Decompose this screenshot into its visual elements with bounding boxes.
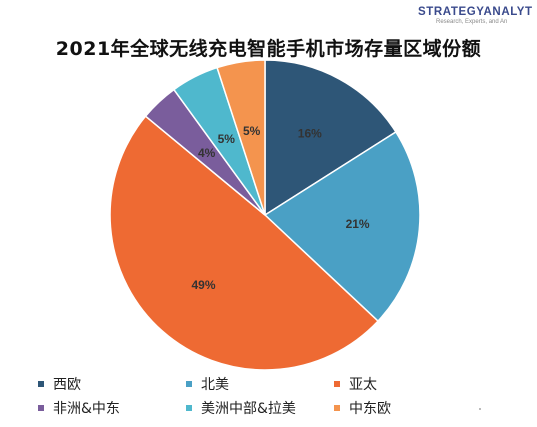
legend-swatch [186, 381, 192, 387]
data-label-asia-pacific: 49% [191, 278, 215, 292]
legend-swatch [334, 381, 340, 387]
legend-label: 中东欧 [349, 401, 391, 417]
chart-legend: 西欧 北美 亚太非洲&中东 美洲中部&拉美 中东欧 [38, 374, 518, 418]
legend-swatch [38, 381, 44, 387]
chart-title: 2021年全球无线充电智能手机市场存量区域份额 [55, 38, 482, 60]
legend-label: 西欧 [53, 377, 81, 393]
legend-label: 北美 [201, 377, 229, 393]
legend-item-asia-pacific: 亚太 [334, 374, 482, 394]
legend-item-africa-middle-east: 非洲&中东 [38, 398, 186, 418]
legend-label: 美洲中部&拉美 [201, 401, 296, 417]
legend-swatch [38, 405, 44, 411]
data-label-central-latin-america: 5% [218, 132, 236, 146]
pie-slice-central-eastern-europe [216, 59, 266, 216]
legend-swatch [334, 405, 340, 411]
strategy-analytics-logo: STRATEGYANALYT Research, Experts, and An [418, 6, 537, 32]
logo-tagline: Research, Experts, and An [436, 19, 508, 25]
legend-label: 非洲&中东 [53, 401, 120, 417]
legend-item-central-eastern-europe: 中东欧 [334, 398, 482, 418]
data-label-western-europe: 16% [298, 127, 322, 141]
pie-slice-western-europe [264, 59, 397, 217]
pie-slice-north-america [263, 130, 421, 323]
legend-swatch [186, 405, 192, 411]
legend-label: 亚太 [349, 377, 377, 393]
decorative-dot [479, 408, 481, 410]
logo-wordmark: STRATEGYANALYT [418, 6, 533, 18]
data-label-north-america: 21% [346, 217, 370, 231]
legend-item-western-europe: 西欧 [38, 374, 186, 394]
pie-slice-asia-pacific [109, 115, 380, 371]
data-label-africa-middle-east: 4% [198, 146, 216, 160]
legend-item-north-america: 北美 [186, 374, 334, 394]
legend-item-central-latin-america: 美洲中部&拉美 [186, 398, 334, 418]
data-label-central-eastern-europe: 5% [243, 124, 261, 138]
